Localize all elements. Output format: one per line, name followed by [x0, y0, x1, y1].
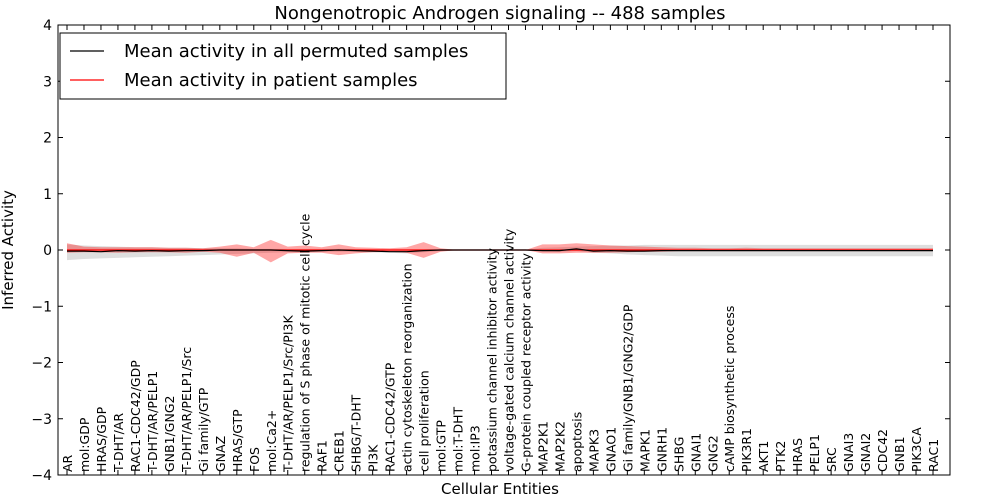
x-tick-label: mol:GDP — [77, 417, 92, 472]
x-tick-label: PI3K — [366, 444, 381, 472]
x-tick-label: PIK3CA — [909, 427, 924, 472]
y-tick-label: −4 — [31, 468, 52, 484]
x-tick-label: CREB1 — [332, 430, 347, 472]
chart-title: Nongenotropic Androgen signaling -- 488 … — [274, 3, 725, 24]
x-tick-label: HRAS — [790, 438, 805, 472]
x-tick-label: mol:GTP — [434, 420, 449, 472]
x-tick-label: GNG2 — [705, 435, 720, 472]
x-tick-label: mol:IP3 — [468, 425, 483, 472]
y-tick-label: 2 — [43, 131, 52, 147]
legend-label-2: Mean activity in patient samples — [124, 70, 418, 91]
x-tick-label: AKT1 — [756, 441, 771, 472]
x-tick-label: HRAS/GDP — [94, 406, 109, 472]
y-tick-label: −3 — [31, 412, 52, 428]
y-axis: −4 −3 −2 −1 0 1 2 3 4 — [31, 18, 950, 484]
x-axis-label: Cellular Entities — [441, 480, 559, 498]
x-tick-label: GNAI2 — [858, 433, 873, 472]
x-tick-label: GNB1 — [892, 436, 907, 472]
x-tick-label: GNAI1 — [688, 433, 703, 472]
x-tick-label: mol:Ca2+ — [264, 410, 279, 472]
x-tick-label: GNAO1 — [603, 427, 618, 472]
x-tick-label: RAC1-CDC42/GTP — [383, 362, 398, 472]
x-tick-label: CDC42 — [875, 429, 890, 472]
x-tick-label: MAPK1 — [637, 429, 652, 472]
legend-box — [59, 32, 507, 100]
x-tick-label: T-DHT/AR/PELP1/Src/PI3K — [281, 315, 296, 473]
x-tick-label: GNB1/GNG2 — [162, 396, 177, 472]
x-axis: AR mol:GDP HRAS/GDP T-DHT/AR RAC1-CDC42/GDP T… — [60, 25, 941, 475]
x-tick-label: G-protein coupled receptor activity — [519, 253, 534, 472]
y-tick-label: 3 — [43, 74, 52, 90]
x-tick-label: GNRH1 — [654, 427, 669, 472]
series-lines — [67, 248, 933, 253]
x-tick-label: apoptosis — [569, 412, 584, 472]
x-tick-label: voltage-gated calcium channel activity — [502, 228, 517, 472]
x-tick-label: SRC — [824, 447, 839, 472]
x-tick-label: actin cytoskeleton reorganization — [400, 263, 415, 472]
x-tick-label: GNAZ — [213, 436, 228, 472]
x-tick-label: cell proliferation — [417, 370, 432, 472]
x-tick-label: PTK2 — [773, 441, 788, 472]
x-tick-label: regulation of S phase of mitotic cell cy… — [298, 213, 313, 472]
x-tick-label: mol:T-DHT — [451, 406, 466, 472]
confidence-bands — [67, 239, 933, 263]
x-tick-label: RAC1-CDC42/GDP — [128, 360, 143, 472]
y-tick-label: 0 — [43, 243, 52, 259]
x-tick-label: SHBG/T-DHT — [349, 394, 364, 472]
x-tick-label: GNAI3 — [841, 433, 856, 472]
x-tick-label: T-DHT/AR/PELP1/Src — [179, 347, 194, 473]
x-tick-label: HRAS/GTP — [230, 409, 245, 472]
y-tick-label: −2 — [31, 356, 52, 372]
series-band-2 — [67, 239, 933, 263]
series-band-1 — [67, 244, 933, 261]
x-tick-label: PIK3R1 — [739, 428, 754, 472]
x-tick-label: RAC1 — [926, 439, 941, 472]
x-tick-label: AR — [60, 454, 75, 472]
legend-label-1: Mean activity in all permuted samples — [124, 41, 468, 62]
x-tick-label: potassium channel inhibitor activity — [485, 247, 500, 472]
x-tick-label: T-DHT/AR — [111, 413, 126, 473]
x-tick-label: RAF1 — [315, 440, 330, 472]
x-tick-label: Gi family/GTP — [196, 387, 211, 472]
x-tick-label: FOS — [247, 447, 262, 472]
y-tick-label: 1 — [43, 187, 52, 203]
legend: Mean activity in all permuted samples Mea… — [59, 32, 507, 100]
x-tick-label: MAP2K1 — [536, 421, 551, 472]
x-tick-label: T-DHT/AR/PELP1 — [145, 371, 160, 473]
x-tick-label: MAP2K2 — [552, 421, 567, 472]
x-tick-label: Gi family/GNB1/GNG2/GDP — [620, 304, 635, 472]
x-tick-label: SHBG — [671, 437, 686, 472]
y-tick-label: −1 — [31, 299, 52, 315]
x-tick-label: MAPK3 — [586, 429, 601, 472]
series-line-1 — [67, 248, 933, 253]
y-tick-label: 4 — [43, 18, 52, 34]
y-axis-label: Inferred Activity — [0, 190, 17, 310]
x-tick-label: cAMP biosynthetic process — [722, 306, 737, 472]
x-tick-label: PELP1 — [807, 434, 822, 472]
